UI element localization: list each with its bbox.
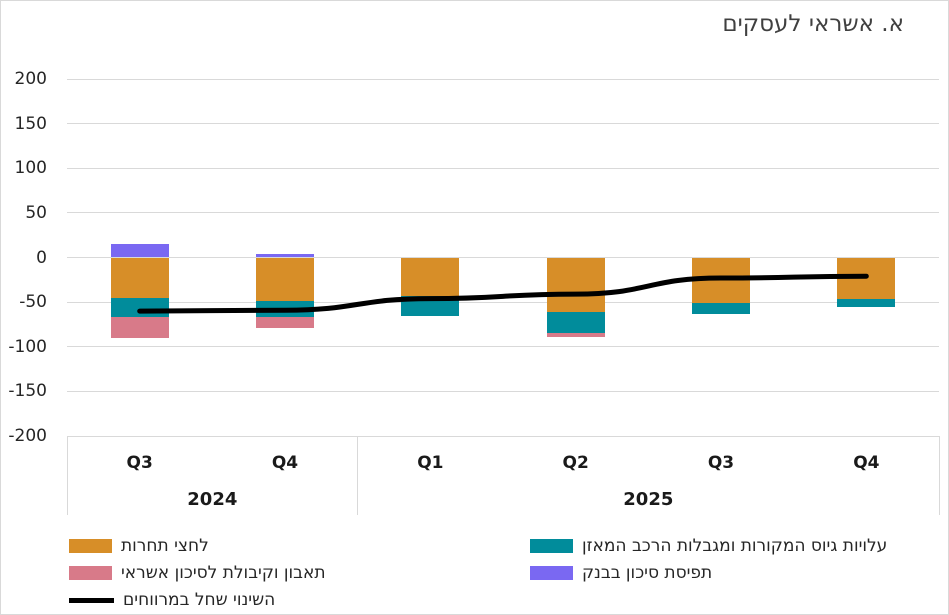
x-axis-quarter-label: Q3 [126, 453, 153, 473]
chart-title: א. אשראי לעסקים [722, 11, 904, 37]
legend-item: תאבון וקיבולת לסיכון אשראי [69, 563, 326, 583]
legend-item: תפיסת סיכון בבנק [530, 563, 712, 583]
legend-label: תפיסת סיכון בבנק [582, 563, 713, 583]
y-grid-line [67, 346, 939, 348]
axis-group-divider [357, 436, 359, 515]
x-axis-year-label: 2025 [623, 489, 674, 510]
bar-segment-series-0 [256, 257, 314, 302]
x-axis-quarter-label: Q4 [271, 453, 299, 473]
bar-segment-series-1 [546, 311, 605, 334]
bar-segment-series-1 [401, 295, 460, 316]
y-tick-label: 150 [14, 113, 47, 134]
y-tick-label: 50 [25, 202, 47, 223]
legend-color-swatch [69, 566, 112, 580]
y-grid-line [67, 167, 939, 169]
bar-segment-series-2 [256, 317, 314, 328]
y-tick-label: -100 [8, 336, 47, 357]
legend-label: תאבון וקיבולת לסיכון אשראי [121, 563, 326, 583]
y-tick-label: -150 [8, 381, 47, 402]
legend-label: עלויות גיוס המקורות ומגבלות הרכב המאזן [582, 536, 888, 556]
x-axis-quarter-label: Q3 [707, 453, 735, 473]
bar-segment-series-3 [256, 253, 314, 258]
legend-color-swatch [69, 539, 112, 553]
bar-segment-series-2 [546, 333, 605, 337]
bar-segment-series-1 [256, 301, 314, 318]
x-axis-quarter-label: Q1 [417, 453, 444, 473]
y-grid-line [67, 212, 939, 214]
x-axis-quarter-label: Q2 [562, 453, 589, 473]
bar-segment-series-0 [692, 257, 750, 304]
y-tick-label: 100 [14, 158, 47, 179]
y-grid-line [67, 390, 939, 392]
y-grid-line [67, 257, 939, 258]
legend-color-swatch [530, 539, 573, 553]
x-axis-year-label: 2024 [187, 489, 238, 510]
y-grid-line [67, 78, 939, 80]
bar-segment-series-3 [110, 244, 169, 258]
bar-segment-series-1 [837, 298, 896, 307]
legend-line-swatch [69, 597, 114, 603]
legend-item: עלויות גיוס המקורות ומגבלות הרכב המאזן [530, 536, 887, 556]
y-tick-label: 200 [14, 69, 47, 89]
y-grid-line [67, 123, 939, 125]
legend-item: השינוי שחל במרווחים [69, 590, 275, 610]
y-grid-line [67, 435, 939, 437]
bar-segment-series-0 [546, 257, 605, 312]
y-tick-label: -50 [19, 292, 47, 313]
legend-item: לחצי תחרות [69, 536, 209, 556]
legend-color-swatch [530, 566, 573, 580]
bar-segment-series-1 [692, 303, 750, 314]
trend-line [137, 273, 869, 314]
legend-label: לחצי תחרות [121, 536, 209, 556]
x-axis-quarter-label: Q4 [853, 453, 880, 473]
y-tick-label: 0 [36, 247, 47, 268]
bar-segment-series-2 [110, 317, 169, 338]
y-tick-label: -200 [8, 426, 47, 446]
y-grid-line [67, 301, 939, 303]
axis-group-divider [938, 436, 940, 515]
legend-label: השינוי שחל במרווחים [123, 590, 276, 610]
bar-segment-series-0 [837, 257, 896, 299]
axis-group-divider [66, 436, 68, 515]
bar-segment-series-1 [110, 297, 169, 318]
bar-segment-series-0 [401, 257, 460, 296]
bar-segment-series-0 [110, 257, 169, 298]
